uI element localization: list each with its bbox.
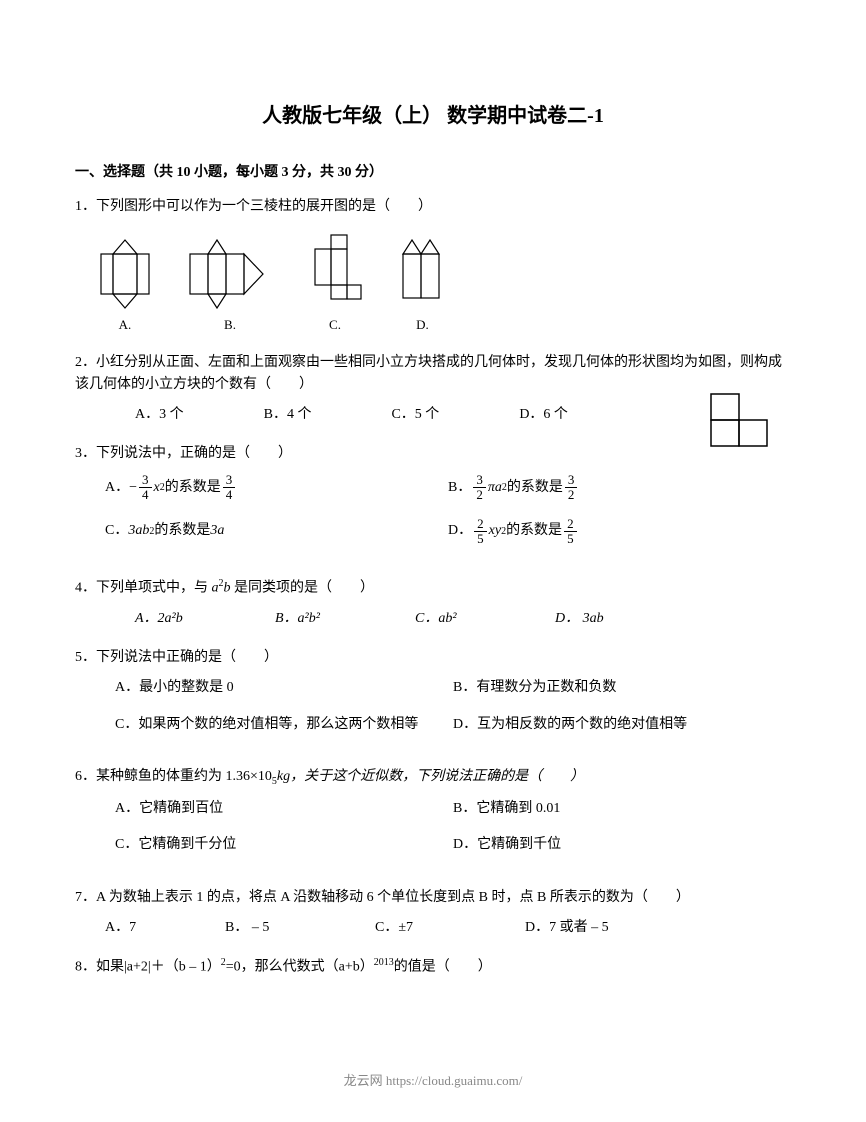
q3-d-suffix: 的系数是	[506, 520, 562, 542]
frac-den: 4	[139, 488, 152, 502]
q4-post: 是同类项的是（ ）	[231, 581, 375, 596]
q6-opt-a: A．它精确到百位	[115, 798, 453, 820]
q1-label-b: B.	[224, 315, 236, 336]
question-6: 6．某种鲸鱼的体重约为 1.36×105kg，关于这个近似数，下列说法正确的是（…	[75, 766, 791, 871]
q8-post: 的值是（ ）	[394, 960, 492, 975]
q3-c-suffix: 的系数是	[154, 520, 210, 542]
q6-opt-b: B．它精确到 0.01	[453, 798, 791, 820]
q5-text: 5．下列说法中正确的是（ ）	[75, 647, 791, 669]
q7-opt-c: C．±7	[375, 917, 525, 939]
q5-opt-d: D．互为相反数的两个数的绝对值相等	[453, 714, 791, 736]
frac-num: 3	[473, 473, 486, 488]
q4-opt-c: C．ab²	[415, 608, 555, 630]
q1-label-c: C.	[329, 315, 341, 336]
q6-pre: 6．某种鲸鱼的体重约为 1.36×10	[75, 769, 272, 784]
frac-den: 2	[565, 488, 578, 502]
q3-b-var: πa	[488, 477, 502, 499]
q1-text: 1．下列图形中可以作为一个三棱柱的展开图的是（ ）	[75, 196, 791, 218]
q3-text: 3．下列说法中，正确的是（ ）	[75, 443, 791, 465]
q2-opt-d: D．6 个	[519, 404, 568, 426]
q8-pre: 8．如果|a+2|＋（b – 1）	[75, 960, 221, 975]
q7-options: A．7 B． – 5 C．±7 D．7 或者 – 5	[105, 917, 791, 939]
q1-figure-c: C.	[305, 231, 365, 336]
q5-opt-b: B．有理数分为正数和负数	[453, 677, 791, 699]
q1-label-a: A.	[119, 315, 132, 336]
q3-c-var: 3ab	[128, 520, 149, 542]
q4-var2: b	[224, 581, 231, 596]
q5-options: A．最小的整数是 0 B．有理数分为正数和负数 C．如果两个数的绝对值相等，那么…	[115, 677, 791, 750]
q1-figure-d: D.	[395, 236, 450, 336]
q2-text: 2．小红分别从正面、左面和上面观察由一些相同小立方块搭成的几何体时，发现几何体的…	[75, 352, 791, 397]
question-4: 4．下列单项式中，与 a2b 是同类项的是（ ） A．2a²b B．a²b² C…	[75, 576, 791, 630]
q5-opt-a: A．最小的整数是 0	[115, 677, 453, 699]
q6-post: kg，关于这个近似数，下列说法正确的是（ ）	[277, 769, 584, 784]
q6-opt-c: C．它精确到千分位	[115, 834, 453, 856]
frac-den: 2	[473, 488, 486, 502]
frac-num: 3	[139, 473, 152, 488]
q3-b-prefix: B．	[448, 477, 471, 499]
question-8: 8．如果|a+2|＋（b – 1）2=0，那么代数式（a+b）2013的值是（ …	[75, 955, 791, 979]
q4-opt-b: B．a²b²	[275, 608, 415, 630]
q4-var: a	[212, 581, 219, 596]
exam-title: 人教版七年级（上） 数学期中试卷二-1	[75, 100, 791, 132]
net-figure-c	[305, 231, 365, 311]
q8-mid: =0，那么代数式（a+b）	[226, 960, 374, 975]
q3-c-prefix: C．	[105, 520, 128, 542]
q3-opt-a: A． −34 x2 的系数是 34	[105, 473, 448, 503]
q7-opt-d: D．7 或者 – 5	[525, 917, 665, 939]
q1-figure-a: A.	[95, 236, 155, 336]
q7-text: 7．A 为数轴上表示 1 的点，将点 A 沿数轴移动 6 个单位长度到点 B 时…	[75, 887, 791, 909]
q4-pre: 4．下列单项式中，与	[75, 581, 212, 596]
q8-exp2: 2013	[374, 957, 394, 968]
q7-opt-b: B． – 5	[225, 917, 375, 939]
q3-opt-c: C． 3ab2 的系数是 3a	[105, 517, 448, 547]
q7-opt-a: A．7	[105, 917, 225, 939]
q3-options: A． −34 x2 的系数是 34 B． 32 πa2 的系数是 32 C． 3…	[105, 473, 791, 560]
q3-b-suffix: 的系数是	[507, 477, 563, 499]
question-2: 2．小红分别从正面、左面和上面观察由一些相同小立方块搭成的几何体时，发现几何体的…	[75, 352, 791, 427]
q6-text: 6．某种鲸鱼的体重约为 1.36×105kg，关于这个近似数，下列说法正确的是（…	[75, 766, 791, 790]
q3-a-prefix: A．	[105, 477, 129, 499]
net-figure-b	[185, 236, 275, 311]
q2-options: A．3 个 B．4 个 C．5 个 D．6 个	[135, 404, 791, 426]
question-7: 7．A 为数轴上表示 1 的点，将点 A 沿数轴移动 6 个单位长度到点 B 时…	[75, 887, 791, 940]
q2-opt-b: B．4 个	[264, 404, 312, 426]
q3-a-suffix: 的系数是	[165, 477, 221, 499]
q6-opt-d: D．它精确到千位	[453, 834, 791, 856]
frac-num: 3	[565, 473, 578, 488]
q3-d-prefix: D．	[448, 520, 472, 542]
q4-opt-d: D． 3ab	[555, 608, 695, 630]
q6-options: A．它精确到百位 B．它精确到 0.01 C．它精确到千分位 D．它精确到千位	[115, 798, 791, 871]
frac-num: 2	[564, 517, 577, 532]
q4-opt-a: A．2a²b	[135, 608, 275, 630]
q5-opt-c: C．如果两个数的绝对值相等，那么这两个数相等	[115, 714, 453, 736]
question-1: 1．下列图形中可以作为一个三棱柱的展开图的是（ ） A. B.	[75, 196, 791, 335]
question-5: 5．下列说法中正确的是（ ） A．最小的整数是 0 B．有理数分为正数和负数 C…	[75, 647, 791, 750]
frac-num: 2	[474, 517, 487, 532]
q3-opt-d: D． 25 xy2 的系数是 25	[448, 517, 791, 547]
frac-den: 4	[223, 488, 236, 502]
frac-den: 5	[474, 532, 487, 546]
section-1-header: 一、选择题（共 10 小题，每小题 3 分，共 30 分）	[75, 162, 791, 184]
q1-label-d: D.	[416, 315, 429, 336]
q3-d-var: xy	[489, 520, 501, 542]
q1-figure-b: B.	[185, 236, 275, 336]
q1-figures: A. B. C.	[95, 231, 791, 336]
net-figure-a	[95, 236, 155, 311]
question-3: 3．下列说法中，正确的是（ ） A． −34 x2 的系数是 34 B． 32 …	[75, 443, 791, 561]
q2-cube-figure	[701, 392, 781, 447]
page-footer: 龙云网 https://cloud.guaimu.com/	[0, 1071, 866, 1092]
q3-opt-b: B． 32 πa2 的系数是 32	[448, 473, 791, 503]
net-figure-d	[395, 236, 450, 311]
q2-opt-a: A．3 个	[135, 404, 184, 426]
q4-text: 4．下列单项式中，与 a2b 是同类项的是（ ）	[75, 576, 791, 600]
q4-options: A．2a²b B．a²b² C．ab² D． 3ab	[135, 608, 791, 630]
q3-c-coef: 3a	[210, 520, 224, 542]
q2-opt-c: C．5 个	[391, 404, 439, 426]
q8-text: 8．如果|a+2|＋（b – 1）2=0，那么代数式（a+b）2013的值是（ …	[75, 955, 791, 979]
frac-den: 5	[564, 532, 577, 546]
frac-num: 3	[223, 473, 236, 488]
